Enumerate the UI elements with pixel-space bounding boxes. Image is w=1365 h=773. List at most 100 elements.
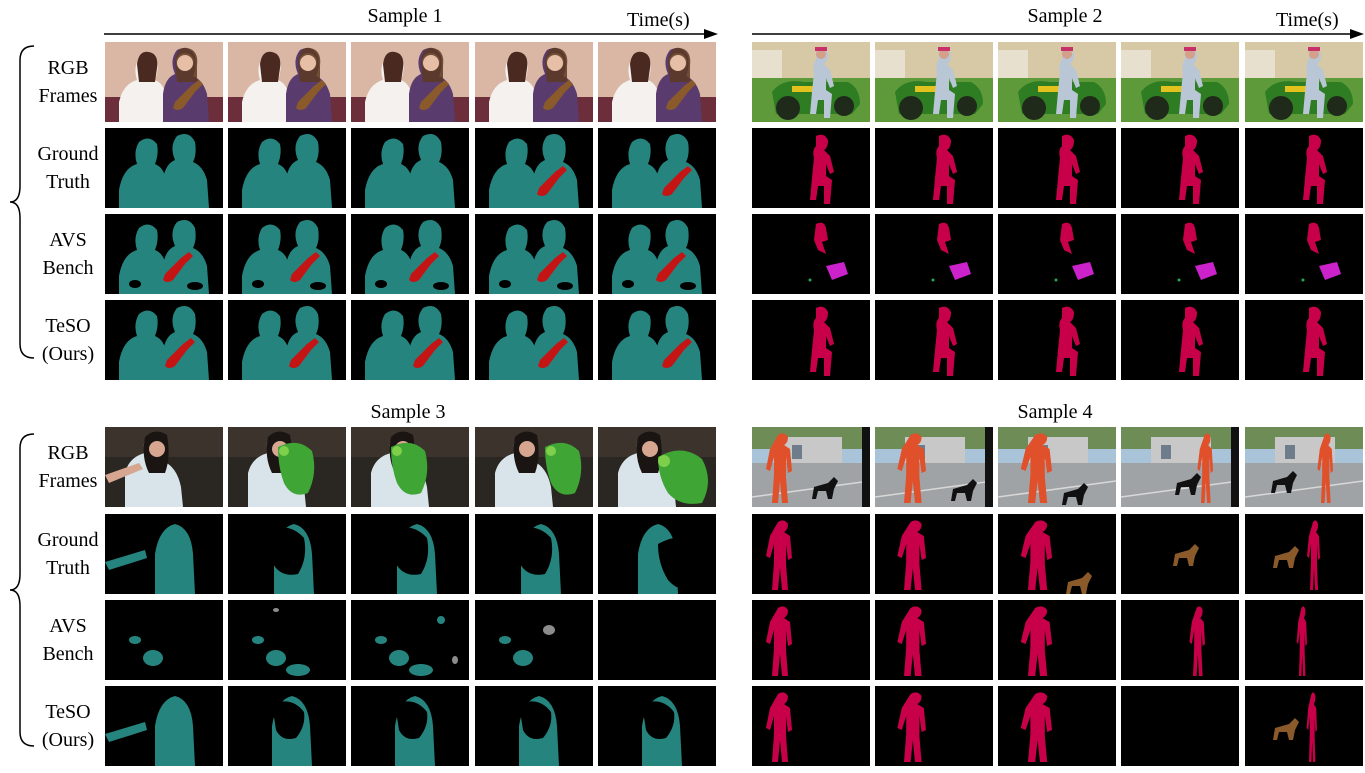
frame-image <box>228 427 346 507</box>
sample-4-avs-bench-mask-5 <box>1245 600 1363 680</box>
sample-4-avs-bench-mask-2 <box>875 600 993 680</box>
sample-2-ground-truth-mask-1 <box>752 128 870 208</box>
frame-image <box>272 696 312 766</box>
frame-image <box>1121 686 1239 766</box>
frame-image <box>897 692 926 762</box>
frame-image <box>119 306 209 380</box>
sample-1-avs-bench-mask-2 <box>228 214 346 294</box>
frame-image <box>1056 134 1080 204</box>
sample-4-teso-mask-4 <box>1121 686 1239 766</box>
row-label-line: TeSO <box>45 701 91 723</box>
sample-1-title: Sample 1 <box>367 5 443 27</box>
sample-2-teso-mask-2 <box>875 300 993 380</box>
sample-4-avs-bench-mask-1 <box>752 600 870 680</box>
frame-image <box>810 306 834 376</box>
frame-image <box>475 427 593 507</box>
sample-3-teso-mask-2 <box>228 686 346 766</box>
frame-image <box>515 524 561 594</box>
sample-3-avs-bench-mask-2 <box>228 600 346 680</box>
sample-1-rgb-frame-1 <box>105 42 223 122</box>
frame-image <box>875 42 993 122</box>
sample-4-rgb-frame-1 <box>752 427 870 507</box>
sample-1-teso-mask-1 <box>105 300 223 380</box>
sample-3-ground-truth-mask-1 <box>105 514 223 594</box>
row-label-line: Truth <box>46 557 90 579</box>
frame-image <box>242 306 332 380</box>
frame-image <box>766 606 792 676</box>
frame-image <box>1020 692 1052 762</box>
sample-1-teso-mask-2 <box>228 300 346 380</box>
frame-image <box>228 42 346 122</box>
sample-2-avs-bench-mask-5 <box>1245 214 1363 294</box>
frame-image <box>1273 692 1317 762</box>
sample-2-avs-bench-mask-4 <box>1121 214 1239 294</box>
sample-4-rgb-frame-2 <box>875 427 993 507</box>
frame-image <box>766 692 792 762</box>
frame-image <box>933 134 957 204</box>
top-brace <box>9 45 35 359</box>
row-label-avs-block-2: AVS Bench <box>18 612 118 668</box>
sample-2-ground-truth-mask-5 <box>1245 128 1363 208</box>
sample-3-avs-bench-mask-1 <box>105 600 223 680</box>
frame-image <box>931 222 971 282</box>
sample-1-ground-truth-mask-1 <box>105 128 223 208</box>
sample-4-rgb-frame-3 <box>998 427 1116 507</box>
sample-4-ground-truth-mask-2 <box>875 514 993 594</box>
frame-image <box>612 306 702 380</box>
sample-2-rgb-frame-2 <box>875 42 993 122</box>
row-label-gt-block-1: Ground Truth <box>18 140 118 196</box>
frame-image <box>766 520 792 590</box>
frame-image <box>365 134 455 208</box>
frame-image <box>1054 222 1094 282</box>
frame-image <box>119 220 209 294</box>
frame-image <box>105 696 195 766</box>
frame-image <box>1179 134 1203 204</box>
sample-1-ground-truth-mask-2 <box>228 128 346 208</box>
row-label-line: TeSO <box>45 315 91 337</box>
frame-image <box>598 42 716 122</box>
row-label-rgb-block-1: RGB Frames <box>18 54 118 110</box>
row-label-teso-block-2: TeSO (Ours) <box>18 698 118 754</box>
frame-image <box>252 608 310 676</box>
sample-2-time-label: Time(s) <box>1276 9 1339 31</box>
row-label-teso-block-1: TeSO (Ours) <box>18 312 118 368</box>
frame-image <box>475 42 593 122</box>
row-label-line: Ground <box>37 529 99 551</box>
row-label-line: RGB <box>47 442 89 464</box>
sample-4-title: Sample 4 <box>1017 401 1093 423</box>
frame-image <box>1020 606 1052 676</box>
frame-image <box>808 222 848 282</box>
sample-3-avs-bench-mask-5 <box>598 600 716 680</box>
row-label-line: AVS <box>49 229 87 251</box>
sample-4-ground-truth-mask-4 <box>1121 514 1239 594</box>
sample-2-rgb-frame-3 <box>998 42 1116 122</box>
frame-image <box>998 427 1116 507</box>
frame-image <box>1121 427 1239 507</box>
frame-image <box>638 524 708 594</box>
frame-image <box>105 42 223 122</box>
frame-image <box>391 524 437 594</box>
frame-image <box>612 134 702 208</box>
sample-4-ground-truth-mask-1 <box>752 514 870 594</box>
sample-3-ground-truth-mask-4 <box>475 514 593 594</box>
row-label-line: Bench <box>42 257 94 279</box>
sample-1-rgb-frame-4 <box>475 42 593 122</box>
sample-2-rgb-frame-4 <box>1121 42 1239 122</box>
sample-3-ground-truth-mask-5 <box>598 514 716 594</box>
frame-image <box>897 606 926 676</box>
frame-image <box>598 427 716 507</box>
sample-3-ground-truth-mask-2 <box>228 514 346 594</box>
sample-3-avs-bench-mask-4 <box>475 600 593 680</box>
frame-image <box>1245 42 1363 122</box>
row-label-line: Frames <box>38 470 98 492</box>
sample-1-rgb-frame-2 <box>228 42 346 122</box>
bottom-brace <box>9 433 35 747</box>
frame-image <box>1301 222 1341 282</box>
sample-3-rgb-frame-2 <box>228 427 346 507</box>
frame-image <box>998 42 1116 122</box>
sample-2-avs-bench-mask-3 <box>998 214 1116 294</box>
frame-image <box>752 42 870 122</box>
frame-image <box>242 134 332 208</box>
sample-4-rgb-frame-4 <box>1121 427 1239 507</box>
row-label-gt-block-2: Ground Truth <box>18 526 118 582</box>
